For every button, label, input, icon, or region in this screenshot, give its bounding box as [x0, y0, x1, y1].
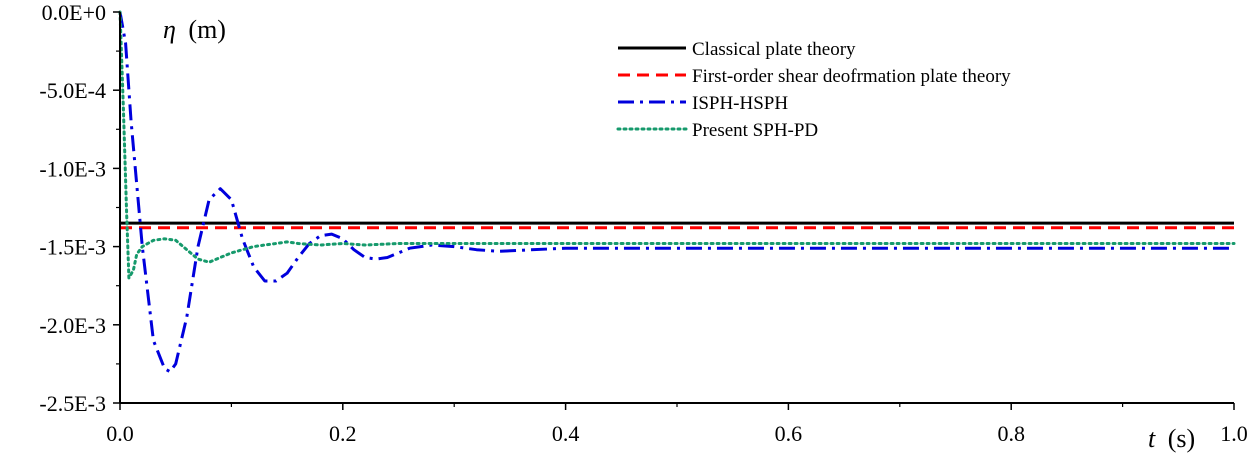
y-axis-symbol: η	[163, 15, 176, 44]
y-axis-unit: (m)	[188, 15, 226, 44]
series-isph-hsph	[118, 11, 1234, 374]
svg-text:t (s): t (s)	[1148, 424, 1195, 453]
x-axis-symbol: t	[1148, 424, 1156, 453]
legend-label: Present SPH-PD	[692, 120, 818, 141]
x-tick-label: 0.2	[329, 421, 357, 446]
series-layer	[118, 10, 1236, 374]
y-tick-label: -1.5E-3	[39, 235, 106, 260]
y-tick-label: -2.5E-3	[39, 391, 106, 416]
x-tick-label: 0.6	[775, 421, 803, 446]
x-tick-label: 0.0	[106, 421, 134, 446]
legend-label: ISPH-HSPH	[692, 93, 788, 114]
x-axis-title: t (s)	[1148, 424, 1195, 453]
x-axis-unit: (s)	[1168, 424, 1195, 453]
x-tick-label: 0.8	[997, 421, 1025, 446]
ticks-layer: 0.0 0.2 0.4 0.6 0.8 1.0 0.0E+0 -5.0E-4 -1.0E-3 -1…	[39, 0, 1247, 446]
legend-label: Classical plate theory	[692, 39, 856, 60]
x-tick-label: 0.4	[552, 421, 580, 446]
legend: Classical plate theory First-order shear …	[616, 39, 1011, 141]
x-tick-label: 1.0	[1220, 421, 1248, 446]
y-tick-label: -1.0E-3	[39, 156, 106, 181]
axes-layer	[119, 12, 1234, 404]
y-tick-label: -5.0E-4	[39, 78, 106, 103]
series-present-sph-pd	[118, 10, 1236, 280]
y-axis-title: η (m)	[163, 15, 226, 44]
svg-text:η (m): η (m)	[163, 15, 226, 44]
y-tick-label: 0.0E+0	[42, 0, 106, 25]
y-tick-label: -2.0E-3	[39, 313, 106, 338]
legend-label: First-order shear deofrmation plate theo…	[692, 66, 1011, 87]
